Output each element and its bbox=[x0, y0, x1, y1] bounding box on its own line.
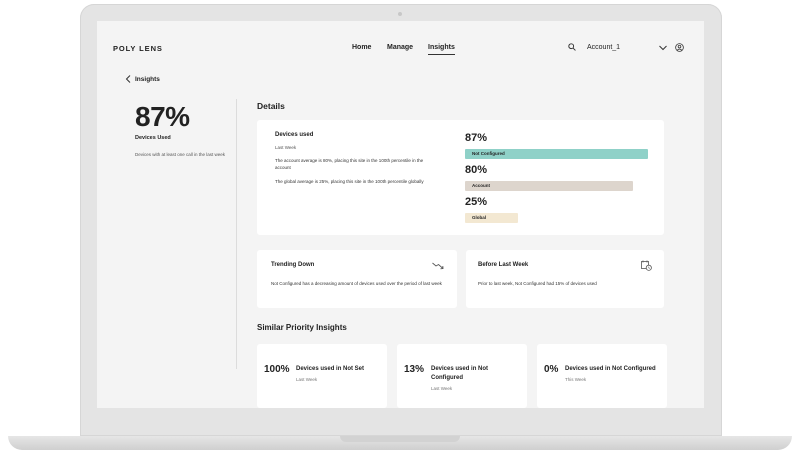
comparison-bar: Not Configured bbox=[465, 149, 648, 159]
comparison-bar: Account bbox=[465, 181, 633, 191]
trending-title: Trending Down bbox=[271, 262, 315, 268]
app-screen: POLY LENS Home Manage Insights Account_1… bbox=[97, 21, 704, 408]
before-title: Before Last Week bbox=[478, 262, 529, 268]
details-card: Devices used Last Week The account avera… bbox=[257, 120, 664, 235]
bar-value: 25% bbox=[465, 196, 488, 208]
similar-title: Devices used in Not Configured bbox=[431, 366, 489, 381]
chevron-down-icon[interactable] bbox=[659, 45, 667, 51]
details-card-period: Last Week bbox=[275, 145, 297, 150]
trending-card: Trending Down Not Configured has a decre… bbox=[257, 250, 457, 308]
laptop-camera bbox=[398, 12, 402, 16]
summary-description: Devices with at least one call in the la… bbox=[135, 152, 226, 157]
similar-title: Devices used in Not Configured bbox=[565, 366, 656, 372]
summary-value: 87% bbox=[135, 101, 190, 132]
top-header: POLY LENS Home Manage Insights Account_1 bbox=[97, 21, 704, 67]
laptop-notch bbox=[340, 436, 460, 442]
nav-manage[interactable]: Manage bbox=[387, 44, 414, 51]
account-selector[interactable]: Account_1 bbox=[587, 44, 621, 51]
bar-label: Not Configured bbox=[472, 151, 505, 156]
similar-insight-card[interactable]: 100% Devices used in Not Set Last Week bbox=[257, 344, 387, 408]
similar-heading: Similar Priority Insights bbox=[257, 323, 347, 332]
breadcrumb-label: Insights bbox=[135, 76, 160, 83]
calendar-clock-icon bbox=[641, 260, 652, 271]
similar-period: This Week bbox=[565, 377, 587, 382]
nav-insights[interactable]: Insights bbox=[428, 44, 455, 55]
comparison-bar: Global bbox=[465, 213, 518, 223]
similar-insight-card[interactable]: 13% Devices used in Not Configured Last … bbox=[397, 344, 527, 408]
similar-period: Last Week bbox=[431, 386, 453, 391]
vertical-divider bbox=[236, 99, 237, 369]
trending-down-icon bbox=[432, 262, 444, 270]
search-icon[interactable] bbox=[568, 43, 576, 51]
similar-insight-card[interactable]: 0% Devices used in Not Configured This W… bbox=[537, 344, 667, 408]
app-logo[interactable]: POLY LENS bbox=[113, 44, 163, 53]
chevron-left-icon bbox=[125, 75, 131, 83]
details-card-line1: The account average is 80%, placing this… bbox=[275, 158, 424, 170]
bar-value: 80% bbox=[465, 164, 488, 176]
details-card-title: Devices used bbox=[275, 132, 314, 138]
bar-label: Account bbox=[472, 183, 490, 188]
details-card-line2: The global average is 25%, placing this … bbox=[275, 179, 424, 184]
similar-pct: 0% bbox=[544, 364, 559, 375]
bar-label: Global bbox=[472, 215, 487, 220]
similar-title: Devices used in Not Set bbox=[296, 366, 365, 372]
nav-home[interactable]: Home bbox=[352, 44, 372, 51]
similar-pct: 13% bbox=[404, 364, 425, 375]
similar-pct: 100% bbox=[264, 364, 290, 375]
details-heading: Details bbox=[257, 101, 285, 111]
similar-period: Last Week bbox=[296, 377, 318, 382]
laptop-base bbox=[8, 436, 792, 450]
before-last-week-card: Before Last Week Prior to last week, Not… bbox=[466, 250, 664, 308]
summary-label: Devices Used bbox=[135, 135, 171, 141]
user-icon[interactable] bbox=[675, 43, 684, 52]
before-text: Prior to last week, Not Configured had 1… bbox=[478, 281, 597, 286]
trending-text: Not Configured has a decreasing amount o… bbox=[271, 281, 442, 286]
bar-value: 87% bbox=[465, 132, 488, 144]
